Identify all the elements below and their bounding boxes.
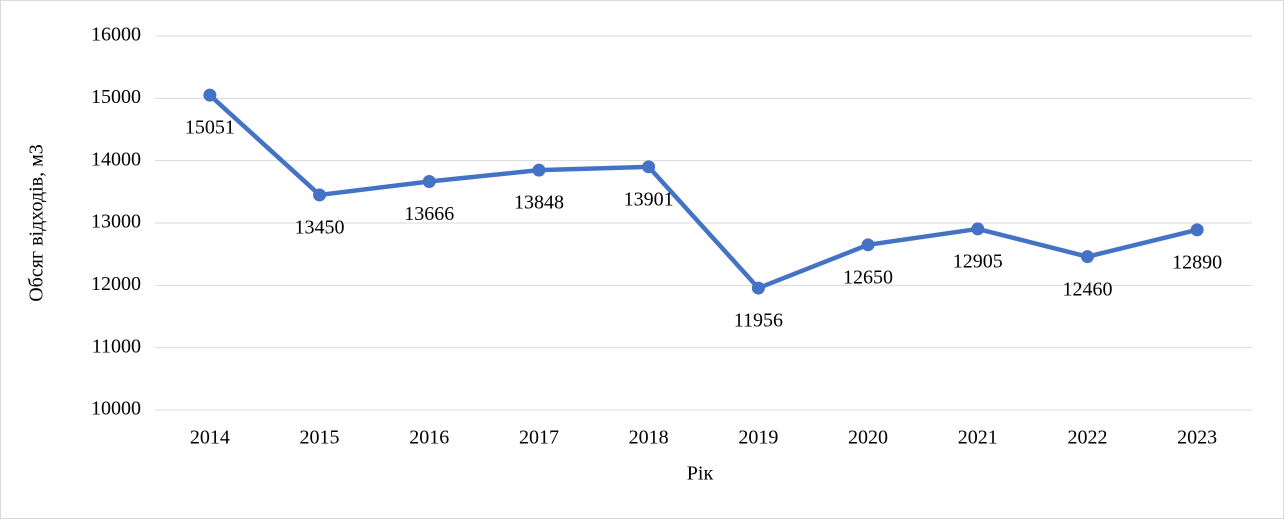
data-label: 15051 — [185, 117, 235, 139]
x-tick-label: 2015 — [300, 427, 340, 449]
x-tick-label: 2014 — [190, 427, 230, 449]
y-tick-label: 11000 — [92, 335, 141, 357]
marker — [642, 160, 656, 174]
line — [208, 93, 1198, 291]
x-tick-label: 2017 — [519, 427, 559, 449]
data-label: 12890 — [1172, 251, 1222, 273]
x-tick-label: 2021 — [958, 427, 998, 449]
marker — [861, 238, 875, 252]
x-tick-label: 2020 — [848, 427, 888, 449]
x-tick-label: 2022 — [1067, 427, 1107, 449]
marker — [971, 222, 985, 236]
y-axis-label: Обсяг відходів, м3 — [26, 144, 48, 302]
data-label: 13450 — [295, 217, 345, 239]
marker — [422, 174, 436, 188]
data-label: 12650 — [843, 266, 893, 288]
y-tick-label: 15000 — [91, 86, 141, 108]
y-tick-label: 16000 — [91, 24, 141, 46]
data-label: 13666 — [404, 203, 454, 225]
marker — [203, 88, 217, 102]
y-tick-label: 13000 — [91, 211, 141, 233]
marker — [751, 281, 765, 295]
data-label: 13901 — [624, 188, 674, 210]
marker — [1080, 250, 1094, 264]
x-tick-label: 2019 — [738, 427, 778, 449]
x-tick-label: 2016 — [409, 427, 449, 449]
data-label: 11956 — [734, 310, 783, 332]
x-axis-label: Рік — [687, 463, 714, 485]
marker — [1190, 223, 1204, 237]
y-tick-label: 12000 — [91, 273, 141, 295]
x-tick-label: 2023 — [1177, 427, 1217, 449]
marker — [532, 163, 546, 177]
data-label: 12460 — [1062, 278, 1112, 300]
x-tick-label: 2018 — [629, 427, 669, 449]
data-label: 12905 — [953, 251, 1003, 273]
y-tick-label: 14000 — [91, 148, 141, 170]
data-label: 13848 — [514, 192, 564, 214]
y-tick-label: 10000 — [91, 398, 141, 420]
marker — [313, 188, 327, 202]
